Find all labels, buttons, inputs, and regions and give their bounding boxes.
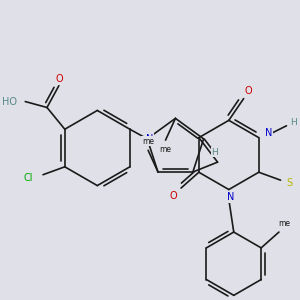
Text: S: S [286, 178, 292, 188]
Text: N: N [265, 128, 272, 138]
Text: O: O [55, 74, 63, 84]
Text: N: N [146, 134, 153, 144]
Text: me: me [160, 145, 172, 154]
Text: Cl: Cl [24, 173, 33, 183]
Text: H: H [211, 148, 218, 157]
Text: me: me [278, 219, 290, 228]
Text: me: me [142, 137, 154, 146]
Text: HO: HO [2, 97, 17, 106]
Text: O: O [169, 191, 177, 201]
Text: H: H [290, 118, 297, 127]
Text: O: O [245, 86, 252, 96]
Text: N: N [227, 193, 235, 202]
